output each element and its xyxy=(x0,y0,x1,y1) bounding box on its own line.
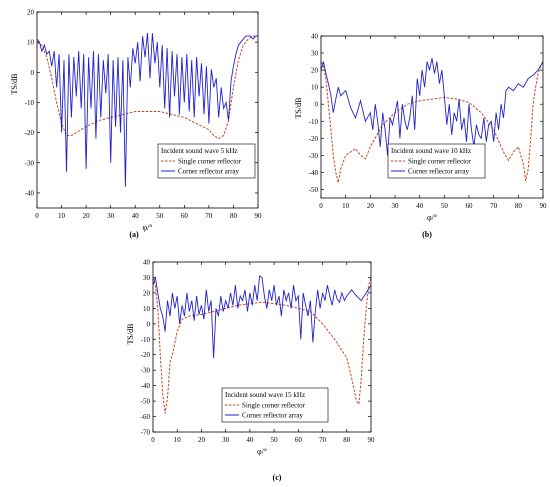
y-axis-label: TS/dB xyxy=(126,324,135,345)
x-tick-label: 80 xyxy=(515,202,523,210)
x-axis-label: φ/° xyxy=(257,447,267,456)
y-tick-label: -30 xyxy=(141,367,151,375)
legend: Incident sound wave 5 kHz Single corner r… xyxy=(157,143,256,179)
x-tick-label: 20 xyxy=(83,212,91,220)
legend: Incident sound wave 15 kHz Single corner … xyxy=(221,387,329,423)
series-corner-reflector-array xyxy=(37,33,258,187)
x-tick-label: 20 xyxy=(198,436,206,444)
y-tick-label: -10 xyxy=(25,99,35,107)
plot-frame xyxy=(152,261,372,433)
y-tick-label: -40 xyxy=(25,189,35,197)
x-tick-label: 30 xyxy=(392,202,400,210)
y-tick-label: 20 xyxy=(27,9,35,17)
legend-entry-array: Corner reflector array xyxy=(408,168,470,176)
x-axis-label: φ/° xyxy=(427,213,437,222)
legend-entry-single: Single corner reflector xyxy=(178,158,242,166)
x-tick-label: 0 xyxy=(319,202,323,210)
x-tick-label: 60 xyxy=(466,202,474,210)
legend-entry-array: Corner reflector array xyxy=(178,168,240,176)
y-tick-label: -20 xyxy=(25,129,35,137)
x-tick-label: 80 xyxy=(343,436,351,444)
y-tick-label: 40 xyxy=(143,259,151,267)
y-tick-label: 30 xyxy=(143,274,151,282)
x-tick-label: 90 xyxy=(368,436,376,444)
x-axis-label: φ/° xyxy=(142,223,152,232)
panel-label: (b) xyxy=(422,230,432,239)
y-tick-label: -40 xyxy=(309,169,319,177)
x-tick-label: 60 xyxy=(295,436,303,444)
panel-label: (a) xyxy=(129,230,139,239)
y-tick-label: 20 xyxy=(311,67,319,75)
legend-entry-array: Corner reflector array xyxy=(242,412,304,420)
x-tick-label: 10 xyxy=(174,436,182,444)
panel-label: (c) xyxy=(273,473,282,482)
x-tick-label: 60 xyxy=(181,212,189,220)
y-tick-label: -30 xyxy=(309,152,319,160)
x-tick-label: 70 xyxy=(319,436,327,444)
y-tick-label: 30 xyxy=(311,50,319,58)
y-tick-label: -30 xyxy=(25,159,35,167)
series-corner-reflector-array xyxy=(153,275,371,358)
legend-box xyxy=(221,387,329,423)
y-tick-label: -20 xyxy=(141,351,151,359)
plot-frame xyxy=(36,11,259,209)
x-tick-label: 90 xyxy=(540,202,548,210)
chart-panel-a: 0 10 20 30 40 50 60 70 80 90 20 10 0 -10 -20 -30 -40 φ/° T… xyxy=(10,9,262,240)
x-tick-label: 30 xyxy=(107,212,115,220)
x-tick-label: 0 xyxy=(151,436,155,444)
x-tick-label: 50 xyxy=(271,436,279,444)
y-tick-label: 40 xyxy=(311,33,319,41)
y-tick-label: -20 xyxy=(309,135,319,143)
legend: Incident sound wave 10 kHz Single corner … xyxy=(387,143,486,179)
y-tick-label: 10 xyxy=(143,305,151,313)
x-tick-label: 40 xyxy=(416,202,424,210)
x-tick-label: 70 xyxy=(490,202,498,210)
y-tick-label: 0 xyxy=(147,320,151,328)
x-tick-label: 0 xyxy=(35,212,39,220)
x-tick-label: 20 xyxy=(367,202,375,210)
x-tick-label: 30 xyxy=(222,436,230,444)
x-tick-label: 50 xyxy=(156,212,164,220)
series-corner-reflector-array xyxy=(321,58,543,156)
legend-title: Incident sound wave 10 kHz xyxy=(391,147,471,155)
chart-panel-c: 0 10 20 30 40 50 60 70 80 90 40 30 20 10 0 -10 -20 -30 -40… xyxy=(126,259,375,483)
y-tick-label: 20 xyxy=(143,289,151,297)
y-tick-label: 0 xyxy=(315,101,319,109)
series-single-corner-reflector xyxy=(37,35,258,140)
x-tick-label: 50 xyxy=(441,202,449,210)
y-axis-label: TS/dB xyxy=(294,98,303,119)
y-tick-label: -60 xyxy=(141,413,151,421)
y-tick-label: -10 xyxy=(141,336,151,344)
y-tick-label: -70 xyxy=(141,429,151,437)
chart-panel-b: 0 10 20 30 40 50 60 70 80 90 40 30 20 10 0 -10 -20 -30 -40… xyxy=(294,33,547,240)
y-tick-label: -10 xyxy=(309,118,319,126)
legend-entry-single: Single corner reflector xyxy=(242,402,306,410)
legend-title: Incident sound wave 5 kHz xyxy=(161,147,238,155)
x-tick-label: 70 xyxy=(205,212,213,220)
y-tick-label: 10 xyxy=(27,39,35,47)
x-tick-label: 80 xyxy=(230,212,238,220)
y-tick-label: -50 xyxy=(141,398,151,406)
legend-entry-single: Single corner reflector xyxy=(408,158,472,166)
y-axis-label: TS/dB xyxy=(10,74,19,95)
y-tick-label: 0 xyxy=(31,69,35,77)
x-tick-label: 40 xyxy=(132,212,140,220)
y-tick-label: -40 xyxy=(141,382,151,390)
legend-box xyxy=(157,143,256,179)
plot-frame xyxy=(320,35,544,199)
y-tick-label: 10 xyxy=(311,84,319,92)
x-tick-label: 10 xyxy=(58,212,66,220)
y-tick-label: -50 xyxy=(309,186,319,194)
x-tick-label: 10 xyxy=(342,202,350,210)
legend-title: Incident sound wave 15 kHz xyxy=(225,391,305,399)
x-tick-label: 90 xyxy=(255,212,263,220)
series-single-corner-reflector xyxy=(321,61,543,183)
series-single-corner-reflector xyxy=(153,277,371,414)
x-tick-label: 40 xyxy=(246,436,254,444)
